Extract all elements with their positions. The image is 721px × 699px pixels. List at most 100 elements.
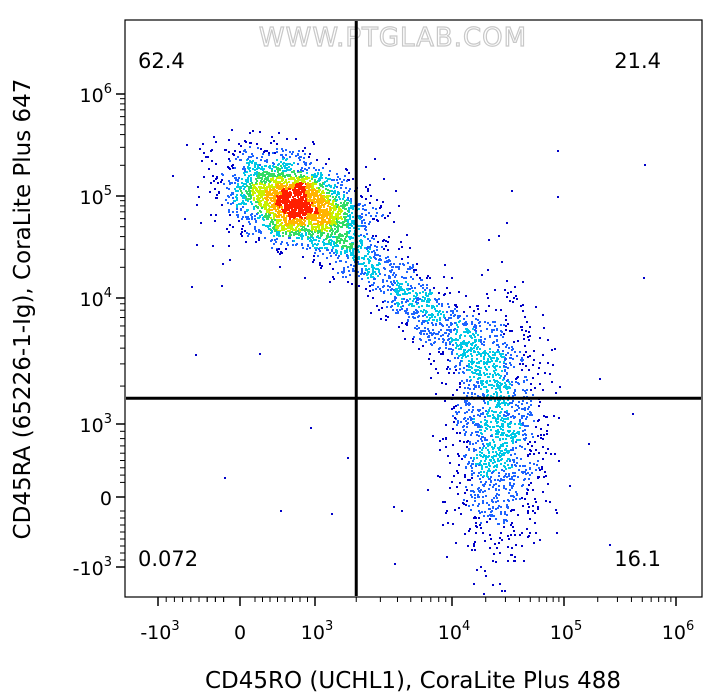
event-dot bbox=[460, 513, 462, 515]
event-dot bbox=[485, 575, 487, 577]
event-dot bbox=[293, 232, 295, 234]
event-dot bbox=[391, 305, 393, 307]
event-dot bbox=[529, 453, 531, 455]
event-dot bbox=[483, 475, 485, 477]
event-dot bbox=[439, 347, 441, 349]
event-dot bbox=[258, 190, 260, 192]
event-dot bbox=[265, 205, 267, 207]
event-dot bbox=[203, 152, 205, 154]
event-dot bbox=[352, 252, 354, 254]
event-dot bbox=[249, 132, 251, 134]
event-dot bbox=[245, 151, 247, 153]
event-dot bbox=[315, 195, 317, 197]
event-dot bbox=[477, 414, 479, 416]
event-dot bbox=[492, 417, 494, 419]
event-dot bbox=[456, 432, 458, 434]
event-dot bbox=[311, 191, 313, 193]
event-dot bbox=[483, 361, 485, 363]
event-dot bbox=[504, 475, 506, 477]
event-dot bbox=[256, 171, 258, 173]
event-dot bbox=[512, 526, 514, 528]
event-dot bbox=[251, 153, 253, 155]
event-dot bbox=[294, 222, 296, 224]
event-dot bbox=[526, 402, 528, 404]
event-dot bbox=[496, 335, 498, 337]
event-dot bbox=[484, 511, 486, 513]
event-dot bbox=[284, 208, 286, 210]
event-dot bbox=[496, 394, 498, 396]
event-dot bbox=[466, 345, 468, 347]
event-dot bbox=[337, 215, 339, 217]
event-dot bbox=[456, 345, 458, 347]
event-dot bbox=[422, 311, 424, 313]
event-dot bbox=[398, 303, 400, 305]
event-dot bbox=[480, 374, 482, 376]
event-dot bbox=[407, 313, 409, 315]
event-dot bbox=[514, 410, 516, 412]
event-dot bbox=[542, 491, 544, 493]
event-dot bbox=[446, 556, 448, 558]
event-dot bbox=[336, 199, 338, 201]
event-dot bbox=[247, 177, 249, 179]
event-dot bbox=[443, 339, 445, 341]
event-dot bbox=[384, 217, 386, 219]
event-dot bbox=[535, 426, 537, 428]
event-dot bbox=[361, 240, 363, 242]
event-dot bbox=[228, 180, 230, 182]
event-dot bbox=[389, 286, 391, 288]
event-dot bbox=[516, 298, 518, 300]
event-dot bbox=[384, 300, 386, 302]
event-dot bbox=[493, 426, 495, 428]
event-dot bbox=[480, 438, 482, 440]
event-dot bbox=[509, 478, 511, 480]
event-dot bbox=[297, 230, 299, 232]
event-dot bbox=[287, 224, 289, 226]
event-dot bbox=[523, 560, 525, 562]
event-dot bbox=[255, 178, 257, 180]
event-dot bbox=[332, 196, 334, 198]
event-dot bbox=[441, 382, 443, 384]
event-dot bbox=[480, 489, 482, 491]
event-dot bbox=[467, 355, 469, 357]
event-dot bbox=[237, 190, 239, 192]
event-dot bbox=[339, 213, 341, 215]
event-dot bbox=[511, 381, 513, 383]
event-dot bbox=[524, 433, 526, 435]
event-dot bbox=[298, 215, 300, 217]
event-dot bbox=[353, 265, 355, 267]
event-dot bbox=[455, 411, 457, 413]
event-dot bbox=[459, 362, 461, 364]
event-dot bbox=[471, 411, 473, 413]
event-dot bbox=[281, 167, 283, 169]
event-dot bbox=[442, 438, 444, 440]
event-dot bbox=[280, 214, 282, 216]
event-dot bbox=[294, 206, 296, 208]
event-dot bbox=[497, 436, 499, 438]
event-dot bbox=[243, 188, 245, 190]
event-dot bbox=[531, 472, 533, 474]
event-dot bbox=[225, 149, 227, 151]
event-dot bbox=[240, 145, 242, 147]
event-dot bbox=[232, 226, 234, 228]
event-dot bbox=[313, 176, 315, 178]
event-dot bbox=[484, 483, 486, 485]
event-dot bbox=[343, 271, 345, 273]
event-dot bbox=[483, 515, 485, 517]
event-dot bbox=[258, 229, 260, 231]
event-dot bbox=[508, 413, 510, 415]
event-dot bbox=[352, 243, 354, 245]
event-dot bbox=[364, 272, 366, 274]
event-dot bbox=[521, 532, 523, 534]
event-dot bbox=[310, 221, 312, 223]
event-dot bbox=[298, 237, 300, 239]
event-dot bbox=[251, 162, 253, 164]
event-dot bbox=[341, 181, 343, 183]
event-dot bbox=[413, 295, 415, 297]
event-dot bbox=[398, 285, 400, 287]
event-dot bbox=[451, 277, 453, 279]
event-dot bbox=[515, 465, 517, 467]
event-dot bbox=[288, 166, 290, 168]
event-dot bbox=[469, 335, 471, 337]
event-dot bbox=[474, 494, 476, 496]
event-dot bbox=[296, 177, 298, 179]
